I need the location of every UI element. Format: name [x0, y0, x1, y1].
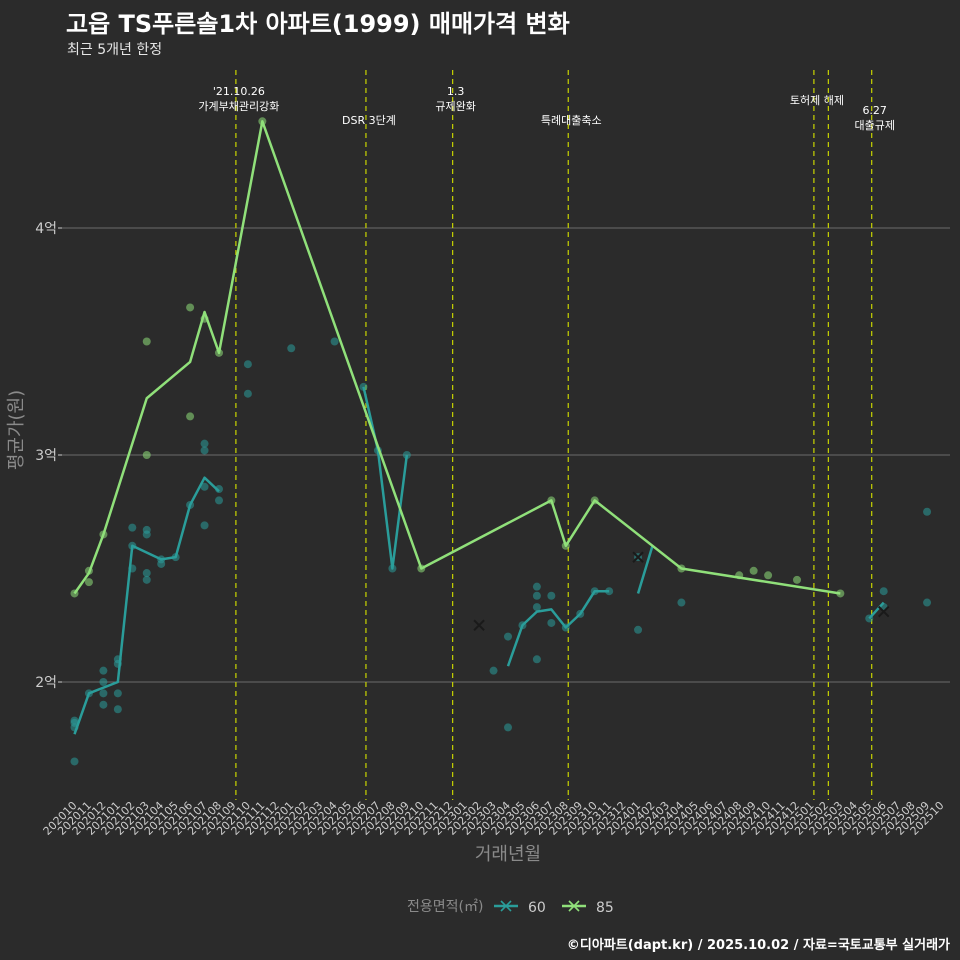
- data-point: [764, 571, 773, 580]
- data-point: [113, 705, 122, 714]
- data-point: [504, 723, 512, 732]
- data-point: [923, 507, 932, 516]
- y-tick-label: 4억: [35, 221, 57, 237]
- y-tick-label: 3억: [35, 448, 57, 464]
- data-point: [215, 496, 223, 505]
- series-line: [506, 589, 610, 667]
- data-point: [99, 700, 108, 709]
- x-axis-title: 거래년월: [475, 844, 541, 865]
- data-point: [243, 389, 252, 398]
- data-point: [186, 412, 195, 421]
- data-point: [532, 603, 541, 612]
- series-85: [70, 117, 845, 598]
- series-line: [868, 601, 885, 620]
- data-point: [70, 757, 79, 766]
- data-point: [547, 618, 556, 627]
- data-point: [186, 303, 195, 312]
- data-point: [142, 569, 151, 578]
- data-point: [200, 439, 209, 448]
- data-point: [113, 689, 122, 698]
- event-label: 가계부채관리강화: [198, 100, 279, 113]
- data-point: [330, 337, 339, 346]
- data-point: [532, 582, 541, 591]
- data-point: [489, 666, 498, 675]
- legend-title: 전용면적(㎡): [407, 899, 483, 915]
- single-trade-mark: [877, 605, 890, 618]
- data-point: [200, 482, 209, 491]
- data-point: [200, 446, 209, 455]
- event-label: 6.27: [862, 104, 887, 117]
- event-label: 1.3: [447, 85, 465, 98]
- chart-subtitle: 최근 5개년 한정: [67, 42, 163, 58]
- data-point: [99, 689, 108, 698]
- legend-key-mark: [500, 900, 512, 912]
- data-point: [504, 632, 512, 641]
- data-point: [749, 566, 758, 575]
- data-point: [923, 598, 932, 607]
- data-point: [99, 678, 108, 686]
- chart-title: 고읍 TS푸른솔1차 아파트(1999) 매매가격 변화: [66, 10, 570, 38]
- series-line: [73, 120, 841, 595]
- data-point: [532, 591, 541, 600]
- data-point: [532, 655, 541, 664]
- legend-label: 60: [528, 900, 546, 916]
- data-point: [128, 523, 137, 532]
- data-point: [142, 451, 151, 459]
- series-line: [636, 545, 654, 594]
- data-point: [243, 360, 252, 369]
- data-point: [99, 666, 108, 675]
- event-label: DSR 3단계: [342, 114, 396, 127]
- data-point: [142, 575, 151, 584]
- legend: 전용면적(㎡) 60 85: [407, 899, 614, 916]
- series-line: [73, 476, 220, 735]
- legend-key-mark: [568, 900, 580, 912]
- source-caption: ©디아파트(dapt.kr) / 2025.10.02 / 자료=국토교통부 실…: [566, 938, 950, 953]
- data-point: [547, 591, 556, 600]
- event-label: 규제완화: [435, 100, 475, 113]
- event-label: '21.10.26: [213, 85, 265, 98]
- legend-label: 85: [596, 900, 614, 916]
- data-point: [793, 575, 801, 584]
- single-trade-mark: [473, 619, 485, 631]
- y-axis-title: 평균가(원): [6, 390, 27, 470]
- single-trade-mark: [632, 551, 644, 563]
- data-point: [879, 587, 888, 596]
- event-label: 대출규제: [854, 119, 894, 132]
- event-label: 특례대출축소: [541, 114, 602, 127]
- data-point: [142, 525, 151, 534]
- data-point: [84, 578, 93, 587]
- event-label: 토허제 해제: [790, 93, 844, 107]
- data-point: [142, 337, 151, 346]
- data-point: [677, 598, 686, 607]
- data-point: [634, 625, 643, 634]
- series-line: [362, 386, 409, 570]
- data-point: [70, 716, 79, 725]
- y-tick-label: 2억: [35, 675, 57, 691]
- data-point: [287, 344, 296, 353]
- data-point: [200, 521, 209, 530]
- series-60: [70, 337, 932, 766]
